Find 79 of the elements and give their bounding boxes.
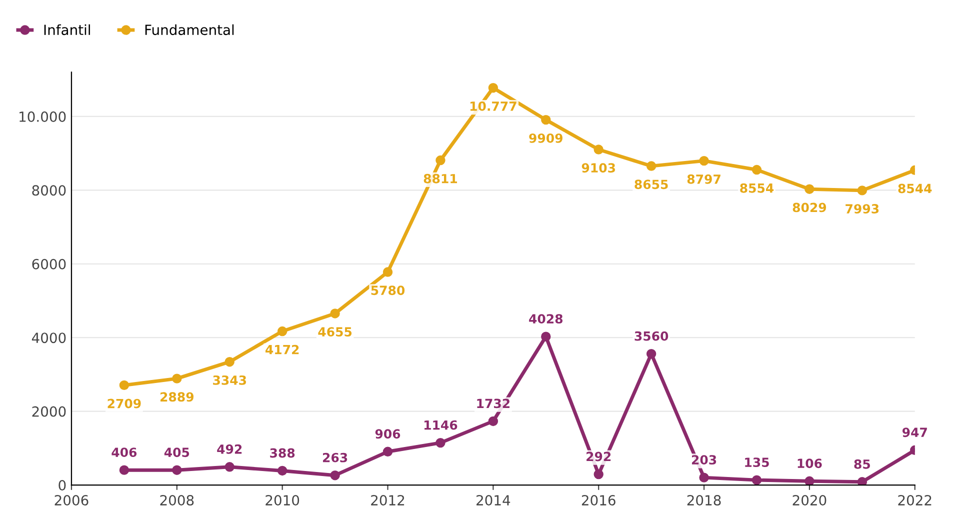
data-label: 4028: [529, 314, 563, 324]
data-label: 406: [112, 448, 137, 458]
x-tick-label: 2018: [687, 495, 721, 506]
point: [277, 466, 288, 476]
y-tick-label: 0: [58, 480, 66, 491]
point: [330, 308, 340, 318]
point: [119, 380, 130, 390]
point: [488, 416, 498, 426]
point: [488, 82, 498, 93]
data-label: 8797: [687, 174, 720, 184]
point: [804, 476, 814, 486]
data-label: 2709: [108, 398, 141, 408]
data-label: 405: [164, 448, 190, 458]
point: [857, 186, 868, 196]
point: [752, 475, 762, 485]
point: [541, 332, 551, 342]
point: [594, 144, 604, 154]
data-label: 203: [692, 455, 716, 465]
data-label: 8544: [898, 184, 932, 194]
point: [119, 465, 130, 475]
x-tick-label: 2016: [582, 495, 616, 506]
data-label: 388: [270, 448, 295, 458]
x-tick-label: 2022: [898, 495, 932, 506]
x-tick-label: 2014: [476, 495, 510, 506]
data-label: 7993: [846, 204, 879, 214]
data-label: 492: [217, 444, 242, 454]
point: [382, 267, 393, 277]
y-tick-label: 10.000: [20, 111, 66, 122]
data-label: 9103: [582, 163, 616, 173]
point: [699, 156, 709, 166]
point: [330, 470, 340, 480]
point: [224, 356, 234, 367]
x-tick-label: 2006: [54, 495, 88, 506]
data-label: 85: [854, 459, 870, 469]
data-label: 263: [322, 452, 348, 462]
data-label: 292: [586, 452, 611, 462]
data-label: 135: [745, 458, 769, 468]
data-label: 8811: [424, 174, 457, 184]
y-tick-label: 2000: [32, 406, 66, 417]
data-label: 8029: [792, 202, 826, 212]
point: [172, 374, 182, 384]
y-tick-label: 6000: [32, 258, 66, 270]
data-label: 8554: [740, 183, 774, 193]
point: [382, 446, 393, 457]
data-label: 106: [798, 458, 822, 468]
point: [541, 114, 551, 125]
x-tick-label: 2020: [792, 495, 826, 506]
point: [224, 462, 234, 472]
point: [752, 164, 762, 175]
data-label: 906: [375, 429, 400, 439]
data-label: 2889: [160, 392, 194, 402]
data-label: 1146: [424, 420, 458, 430]
y-tick-label: 4000: [32, 332, 66, 344]
point: [699, 472, 709, 482]
data-label: 3343: [213, 375, 246, 385]
data-label: 4172: [265, 344, 299, 354]
x-tick-label: 2008: [160, 495, 194, 506]
data-label: 9909: [529, 133, 562, 143]
point: [804, 184, 814, 194]
y-tick-label: 8000: [32, 185, 66, 196]
point: [594, 469, 604, 480]
data-label: 3560: [634, 331, 668, 341]
data-label: 4655: [318, 327, 352, 337]
data-label: 8655: [634, 180, 668, 190]
data-label: 5780: [371, 286, 405, 296]
legend-label: Fundamental: [145, 24, 234, 36]
x-tick-label: 2010: [266, 495, 300, 506]
data-label: 10.777: [470, 101, 516, 111]
point: [436, 155, 446, 166]
data-label: 947: [902, 428, 927, 438]
point: [436, 438, 446, 448]
point: [277, 326, 288, 336]
point: [172, 465, 182, 475]
data-label: 1732: [477, 398, 510, 408]
legend-label: Infantil: [44, 24, 90, 36]
point: [857, 477, 868, 486]
point: [646, 348, 656, 359]
x-tick-label: 2012: [371, 495, 404, 506]
point: [646, 161, 656, 171]
